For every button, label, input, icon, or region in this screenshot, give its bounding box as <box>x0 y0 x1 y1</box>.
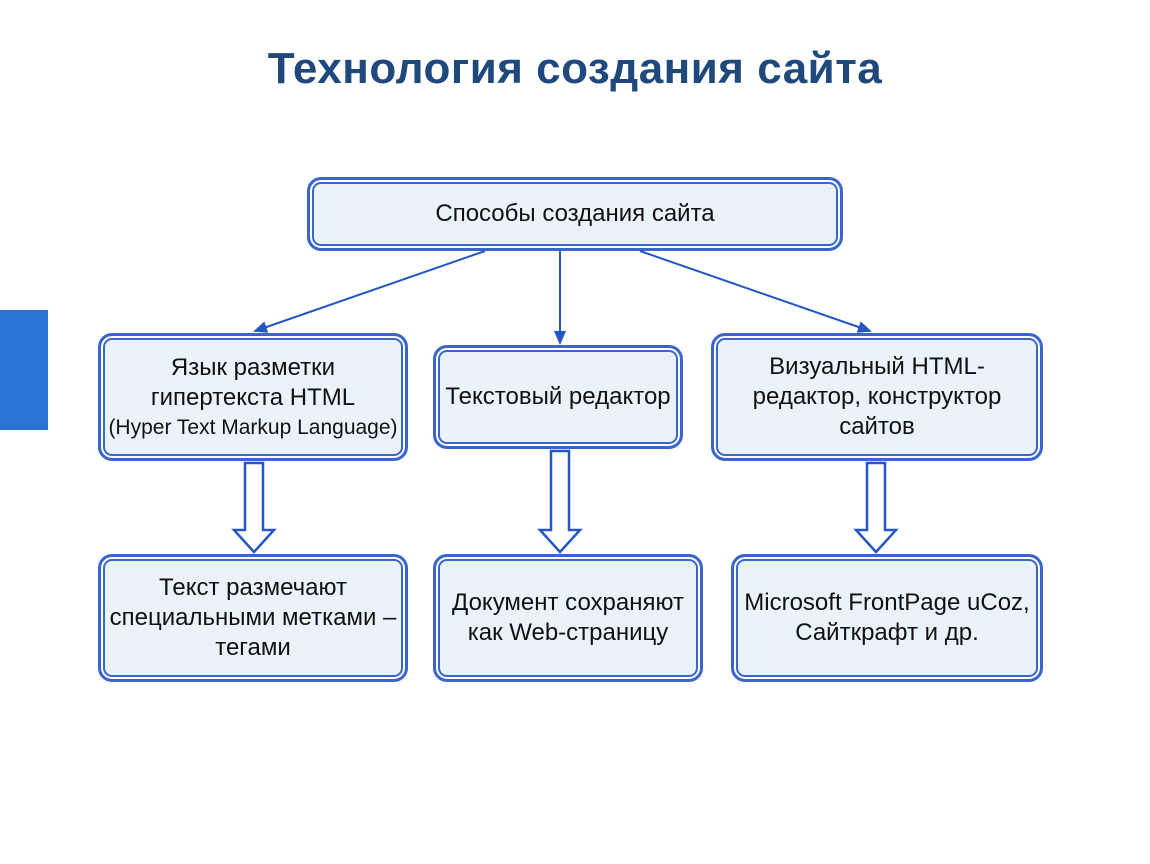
node-m2-label: Текстовый редактор <box>445 382 670 412</box>
node-m1: Язык разметки гипертекста HTML (Hyper Te… <box>98 333 408 461</box>
node-m2: Текстовый редактор <box>433 345 683 449</box>
node-d3-label: Microsoft FrontPage uCoz, Сайткрафт и др… <box>738 588 1036 648</box>
node-m3: Визуальный HTML-редактор, конструктор са… <box>711 333 1043 461</box>
node-d3: Microsoft FrontPage uCoz, Сайткрафт и др… <box>731 554 1043 682</box>
node-d2-label: Документ сохраняют как Web-страницу <box>440 588 696 648</box>
node-m1-sub: (Hyper Text Markup Language) <box>105 415 401 441</box>
node-d2: Документ сохраняют как Web-страницу <box>433 554 703 682</box>
node-root: Способы создания сайта <box>307 177 843 251</box>
node-d1: Текст размечают специальными метками – т… <box>98 554 408 682</box>
node-root-label: Способы создания сайта <box>435 199 714 229</box>
page-title: Технология создания сайта <box>0 44 1150 94</box>
node-d1-label: Текст размечают специальными метками – т… <box>105 573 401 663</box>
node-m3-label: Визуальный HTML-редактор, конструктор са… <box>718 352 1036 442</box>
node-m1-label: Язык разметки гипертекста HTML (Hyper Te… <box>105 353 401 441</box>
node-m1-main: Язык разметки гипертекста HTML <box>151 354 355 411</box>
side-accent-bar <box>0 310 48 430</box>
